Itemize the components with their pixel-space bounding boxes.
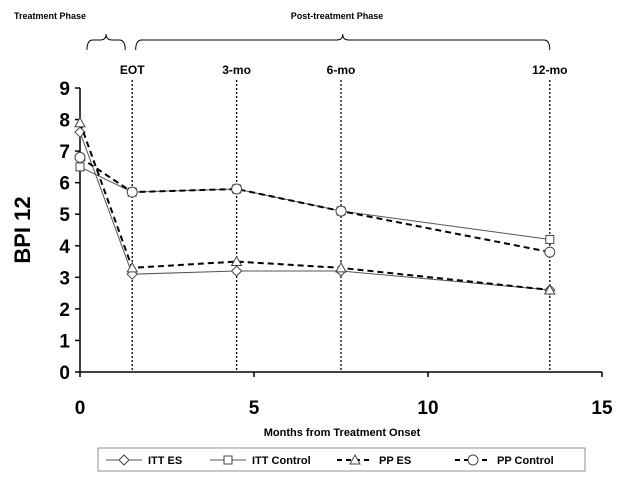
triangle-marker (349, 453, 361, 465)
triangle-marker (126, 261, 139, 273)
y-tick-label: 2 (59, 300, 70, 321)
triangle-marker (335, 261, 347, 273)
y-tick-label: 4 (59, 237, 70, 258)
circle-marker (335, 205, 347, 217)
data-series (74, 116, 556, 296)
triangle-marker (230, 255, 243, 267)
circle-marker (544, 246, 556, 258)
series-line (79, 166, 550, 240)
legend-entry-label: ITT ES (148, 455, 182, 467)
legend: ITT ES ITT Control PP ES PP Control (97, 447, 586, 472)
diamond-marker (118, 454, 130, 466)
square-marker (75, 162, 85, 172)
y-tick-label: 3 (59, 268, 70, 289)
reference-line-label: 6-mo (327, 63, 356, 77)
x-tick-label: 15 (591, 398, 613, 419)
y-tick-label: 5 (59, 205, 70, 226)
series-pp-control (74, 151, 556, 258)
reference-line-label: 3-mo (222, 63, 251, 77)
series-pp-es (74, 116, 556, 295)
x-tick-label: 5 (249, 398, 260, 419)
legend-entry-label: PP ES (379, 455, 411, 467)
phase-annotations: Treatment Phase Post-treatment Phase (14, 11, 551, 51)
x-ticks: 0 5 10 15 (75, 372, 613, 419)
series-itt-control (75, 162, 555, 244)
y-tick-label: 9 (59, 79, 70, 100)
triangle-marker (543, 283, 556, 295)
circle-marker (467, 454, 479, 466)
y-tick-label: 6 (59, 174, 70, 195)
phase-label: Treatment Phase (14, 11, 86, 21)
triangle-marker (74, 116, 86, 128)
phase-brace (135, 33, 551, 51)
y-ticks: 0 1 2 3 4 5 6 7 8 9 (59, 79, 80, 384)
square-marker (545, 234, 555, 244)
y-tick-label: 8 (59, 111, 70, 132)
reference-line-label: 12-mo (532, 63, 567, 77)
legend-entry-label: PP Control (497, 455, 554, 467)
phase-brace (86, 33, 126, 51)
circle-marker (231, 183, 243, 195)
series-line (79, 156, 550, 254)
legend-entry-label: ITT Control (252, 455, 311, 467)
diamond-marker (74, 126, 86, 138)
y-tick-label: 0 (59, 363, 70, 384)
diamond-marker (230, 265, 243, 277)
y-tick-label: 1 (59, 331, 70, 352)
square-marker (223, 455, 233, 465)
circle-marker (74, 151, 86, 163)
phase-label: Post-treatment Phase (291, 11, 384, 21)
reference-lines: EOT 3-mo 6-mo 12-mo (120, 63, 567, 372)
circle-marker (126, 186, 138, 198)
series-itt-es (74, 126, 556, 296)
reference-line-label: EOT (120, 63, 145, 77)
x-axis-title: Months from Treatment Onset (264, 427, 421, 439)
y-tick-label: 7 (59, 142, 70, 163)
series-line (79, 122, 550, 291)
x-tick-label: 0 (75, 398, 86, 419)
x-tick-label: 10 (417, 398, 438, 419)
y-axis-title: BPI 12 (10, 196, 35, 263)
